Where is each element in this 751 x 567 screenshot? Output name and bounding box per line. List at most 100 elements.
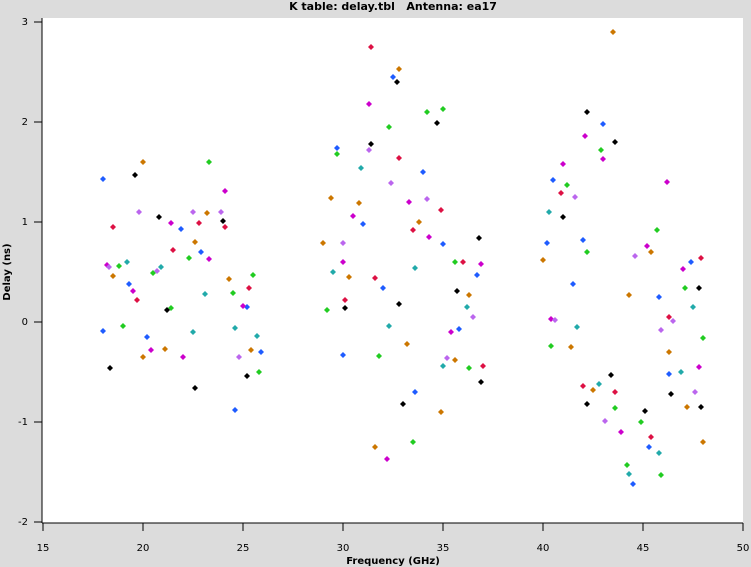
point bbox=[232, 325, 238, 331]
point bbox=[582, 133, 588, 139]
point bbox=[360, 221, 366, 227]
x-tick-label: 35 bbox=[437, 543, 450, 554]
point bbox=[340, 240, 346, 246]
point bbox=[396, 66, 402, 72]
x-tick-label: 30 bbox=[337, 543, 350, 554]
point bbox=[164, 307, 170, 313]
point bbox=[330, 269, 336, 275]
chart-title: K table: delay.tbl Antenna: ea17 bbox=[289, 0, 497, 13]
point bbox=[574, 324, 580, 330]
point bbox=[684, 404, 690, 410]
y-tick-label: 2 bbox=[22, 117, 28, 128]
point bbox=[366, 101, 372, 107]
point bbox=[642, 408, 648, 414]
point bbox=[666, 371, 672, 377]
point bbox=[696, 364, 702, 370]
y-tick-label: 0 bbox=[22, 317, 28, 328]
point bbox=[346, 274, 352, 280]
point bbox=[206, 159, 212, 165]
point bbox=[154, 268, 160, 274]
point bbox=[406, 199, 412, 205]
point bbox=[658, 472, 664, 478]
point bbox=[630, 481, 636, 487]
point bbox=[648, 434, 654, 440]
point bbox=[170, 247, 176, 253]
x-tick-label: 15 bbox=[37, 543, 50, 554]
point bbox=[600, 121, 606, 127]
y-tick-label: 3 bbox=[22, 17, 28, 28]
point bbox=[612, 405, 618, 411]
point bbox=[110, 224, 116, 230]
point bbox=[700, 335, 706, 341]
point bbox=[190, 329, 196, 335]
point bbox=[400, 401, 406, 407]
x-tick-label: 40 bbox=[537, 543, 550, 554]
point bbox=[198, 249, 204, 255]
point bbox=[610, 29, 616, 35]
point bbox=[384, 456, 390, 462]
point bbox=[372, 275, 378, 281]
point bbox=[254, 333, 260, 339]
point bbox=[584, 401, 590, 407]
point bbox=[410, 439, 416, 445]
point bbox=[232, 407, 238, 413]
point bbox=[168, 220, 174, 226]
point bbox=[646, 444, 652, 450]
point bbox=[202, 291, 208, 297]
y-axis-title: Delay (ns) bbox=[2, 243, 13, 300]
point bbox=[386, 124, 392, 130]
x-tick-label: 20 bbox=[137, 543, 150, 554]
point bbox=[698, 404, 704, 410]
point bbox=[386, 323, 392, 329]
point bbox=[612, 139, 618, 145]
point bbox=[452, 259, 458, 265]
point bbox=[140, 354, 146, 360]
point bbox=[107, 365, 113, 371]
point bbox=[132, 172, 138, 178]
point bbox=[480, 363, 486, 369]
point bbox=[192, 239, 198, 245]
point bbox=[396, 155, 402, 161]
point bbox=[612, 389, 618, 395]
point bbox=[156, 214, 162, 220]
point bbox=[584, 109, 590, 115]
point bbox=[380, 285, 386, 291]
point bbox=[434, 120, 440, 126]
point bbox=[682, 285, 688, 291]
point bbox=[546, 209, 552, 215]
point bbox=[598, 147, 604, 153]
point bbox=[544, 240, 550, 246]
point bbox=[548, 343, 554, 349]
point bbox=[412, 265, 418, 271]
point bbox=[240, 303, 246, 309]
point bbox=[366, 147, 372, 153]
point bbox=[230, 290, 236, 296]
point bbox=[590, 387, 596, 393]
point bbox=[666, 314, 672, 320]
point bbox=[476, 235, 482, 241]
point bbox=[320, 240, 326, 246]
point bbox=[410, 227, 416, 233]
point bbox=[190, 209, 196, 215]
point bbox=[580, 237, 586, 243]
point bbox=[584, 249, 590, 255]
point bbox=[416, 219, 422, 225]
point bbox=[624, 462, 630, 468]
point bbox=[246, 285, 252, 291]
point bbox=[376, 353, 382, 359]
point bbox=[456, 326, 462, 332]
point bbox=[552, 317, 558, 323]
point bbox=[696, 285, 702, 291]
point bbox=[700, 439, 706, 445]
point bbox=[186, 255, 192, 261]
point bbox=[644, 243, 650, 249]
point bbox=[162, 346, 168, 352]
point bbox=[698, 255, 704, 261]
point bbox=[596, 381, 602, 387]
point bbox=[124, 259, 130, 265]
point bbox=[420, 169, 426, 175]
point bbox=[466, 365, 472, 371]
point bbox=[144, 334, 150, 340]
point bbox=[464, 304, 470, 310]
point bbox=[226, 276, 232, 282]
